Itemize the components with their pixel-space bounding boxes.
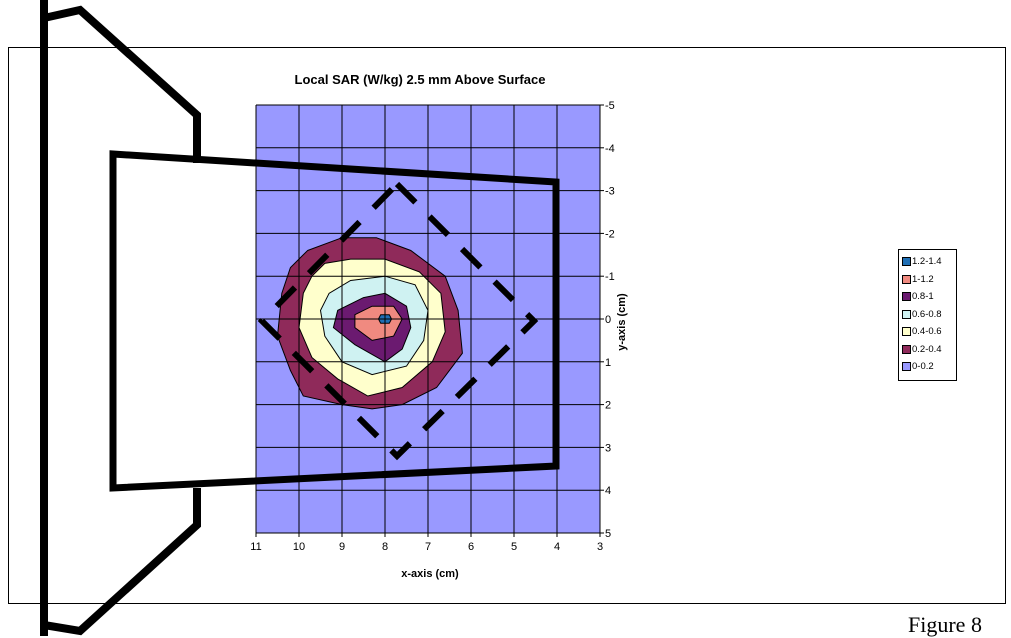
x-tick-label: 6 xyxy=(468,541,474,553)
y-tick-label: 4 xyxy=(605,485,611,497)
legend-item: 1.2-1.4 xyxy=(902,253,954,271)
chart-frame xyxy=(8,47,1006,604)
phone-outline-body xyxy=(109,150,560,492)
legend-label: 0-0.2 xyxy=(912,361,934,373)
phone-outline-overlay xyxy=(40,0,560,636)
x-tick-label: 5 xyxy=(511,541,517,553)
legend-label: 0.4-0.6 xyxy=(912,326,942,338)
y-tick-label: -2 xyxy=(605,228,615,240)
legend-item: 0.6-0.8 xyxy=(902,306,954,324)
legend-item: 1-1.2 xyxy=(902,271,954,289)
x-tick-label: 7 xyxy=(425,541,431,553)
antenna-dash-outline xyxy=(257,179,539,461)
y-tick-label: 0 xyxy=(605,314,611,326)
contour-1-1.2 xyxy=(354,305,403,341)
legend-item: 0.8-1 xyxy=(902,288,954,306)
legend-label: 1.2-1.4 xyxy=(912,256,942,268)
y-tick-label: 3 xyxy=(605,442,611,454)
x-tick-label: 8 xyxy=(382,541,388,553)
phone-outline-left xyxy=(40,0,201,636)
y-tick-label: -3 xyxy=(605,186,615,198)
legend-swatch xyxy=(902,274,911,284)
y-tick-label: 2 xyxy=(605,400,611,412)
legend-swatch xyxy=(902,257,911,267)
x-tick-label: 9 xyxy=(339,541,345,553)
legend-label: 0.8-1 xyxy=(912,291,934,303)
legend-swatch xyxy=(902,362,911,372)
legend: 1.2-1.4 1-1.2 0.8-1 0.6-0.8 0.4-0.6 0.2-0.4 0-… xyxy=(898,249,957,381)
legend-swatch xyxy=(902,344,911,354)
legend-label: 0.6-0.8 xyxy=(912,308,942,320)
legend-swatch xyxy=(902,292,911,302)
x-axis-label: x-axis (cm) xyxy=(401,568,459,580)
x-tick-label: 11 xyxy=(250,541,261,553)
y-tick-label: 1 xyxy=(605,357,611,369)
y-axis-label: y-axis (cm) xyxy=(616,293,628,351)
x-tick-label: 4 xyxy=(554,541,560,553)
chart-title: Local SAR (W/kg) 2.5 mm Above Surface xyxy=(294,72,546,87)
y-tick-label: -1 xyxy=(605,271,615,283)
legend-swatch xyxy=(902,327,911,337)
figure-caption: Figure 8 xyxy=(908,612,982,637)
y-tick-label: 5 xyxy=(605,528,611,540)
legend-item: 0-0.2 xyxy=(902,358,954,376)
legend-item: 0.2-0.4 xyxy=(902,341,954,359)
legend-item: 0.4-0.6 xyxy=(902,323,954,341)
y-tick-label: -5 xyxy=(605,100,615,112)
x-tick-label: 10 xyxy=(293,541,305,553)
x-tick-label: 3 xyxy=(597,541,603,553)
y-tick-label: -4 xyxy=(605,143,615,155)
legend-swatch xyxy=(902,309,911,319)
legend-label: 0.2-0.4 xyxy=(912,343,942,355)
legend-label: 1-1.2 xyxy=(912,273,934,285)
